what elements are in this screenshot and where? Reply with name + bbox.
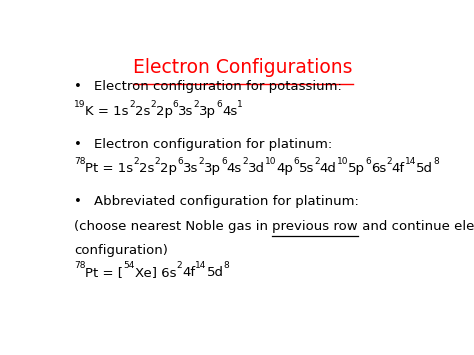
Text: Electron Configurations: Electron Configurations [133,58,353,77]
Text: 2: 2 [242,157,247,166]
Text: 3p: 3p [200,105,216,118]
Text: 78: 78 [74,157,85,166]
Text: Electron configuration for potassium:: Electron configuration for potassium: [94,81,342,93]
Text: 2: 2 [314,157,319,166]
Text: 2: 2 [194,100,200,109]
Text: 2s: 2s [135,105,150,118]
Text: 8: 8 [223,261,229,270]
Text: 3s: 3s [178,105,194,118]
Text: 3d: 3d [247,163,264,175]
Text: and continue electron: and continue electron [358,220,474,233]
Text: •: • [74,81,82,93]
Text: K = 1s: K = 1s [85,105,129,118]
Text: 6: 6 [216,100,222,109]
Text: 3s: 3s [183,163,198,175]
Text: Pt = 1s: Pt = 1s [85,163,134,175]
Text: 4f: 4f [392,163,405,175]
Text: 14: 14 [405,157,416,166]
Text: 4d: 4d [319,163,337,175]
Text: 5p: 5p [348,163,365,175]
Text: 5d: 5d [416,163,433,175]
Text: 6: 6 [221,157,227,166]
Text: 6s: 6s [371,163,386,175]
Text: 6: 6 [173,100,178,109]
Text: 2: 2 [134,157,139,166]
Text: 2: 2 [155,157,160,166]
Text: 14: 14 [195,261,207,270]
Text: 2: 2 [198,157,204,166]
Text: 4s: 4s [222,105,237,118]
Text: Pt = [: Pt = [ [85,266,123,279]
Text: Xe] 6s: Xe] 6s [135,266,176,279]
Text: 3p: 3p [204,163,221,175]
Text: 2: 2 [150,100,155,109]
Text: 5d: 5d [207,266,223,279]
Text: 10: 10 [337,157,348,166]
Text: 2p: 2p [155,105,173,118]
Text: 4s: 4s [227,163,242,175]
Text: 2: 2 [129,100,135,109]
Text: 6: 6 [365,157,371,166]
Text: •: • [74,195,82,208]
Text: 78: 78 [74,261,85,270]
Text: 2s: 2s [139,163,155,175]
Text: 8: 8 [433,157,439,166]
Text: 6: 6 [293,157,299,166]
Text: 54: 54 [123,261,135,270]
Text: •: • [74,138,82,151]
Text: configuration): configuration) [74,244,168,257]
Text: previous row: previous row [272,220,358,233]
Text: 2p: 2p [160,163,177,175]
Text: 2: 2 [386,157,392,166]
Text: 19: 19 [74,100,85,109]
Text: 1: 1 [237,100,243,109]
Text: 2: 2 [176,261,182,270]
Text: (choose nearest Noble gas in: (choose nearest Noble gas in [74,220,272,233]
Text: 4f: 4f [182,266,195,279]
Text: 5s: 5s [299,163,314,175]
Text: 4p: 4p [276,163,293,175]
Text: Electron configuration for platinum:: Electron configuration for platinum: [94,138,332,151]
Text: 6: 6 [177,157,183,166]
Text: Abbreviated configuration for platinum:: Abbreviated configuration for platinum: [94,195,359,208]
Text: 10: 10 [264,157,276,166]
